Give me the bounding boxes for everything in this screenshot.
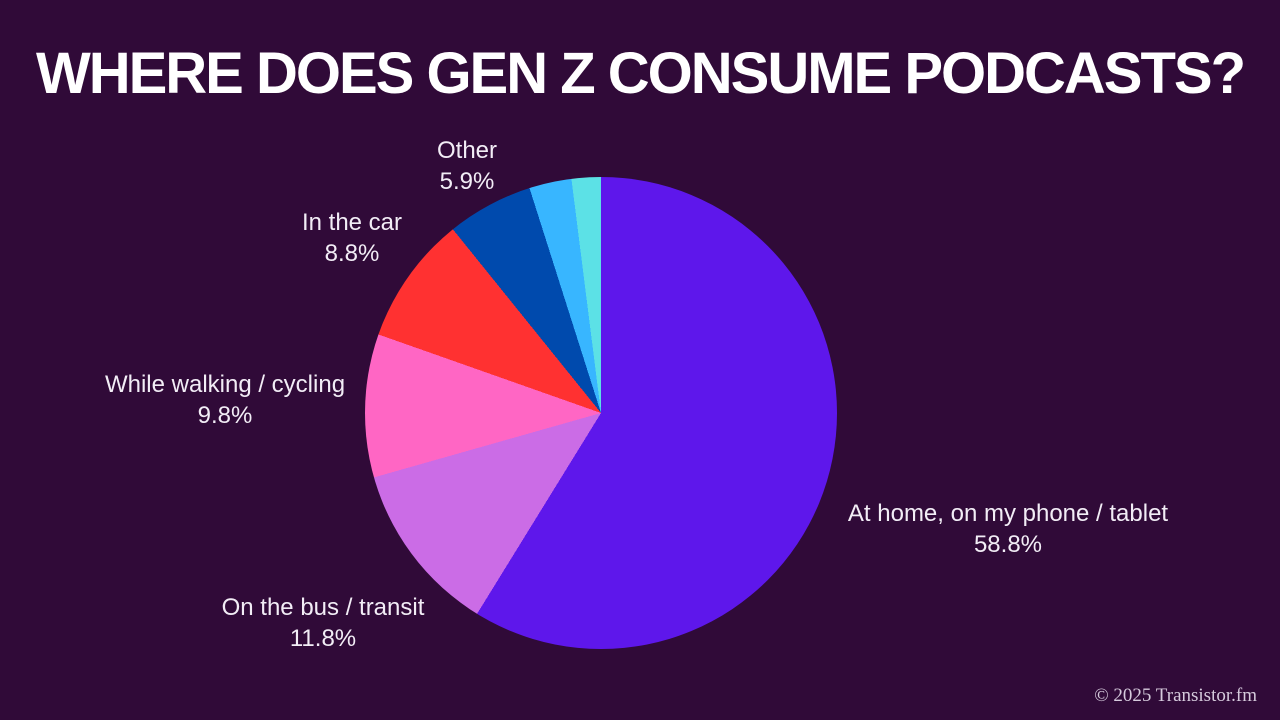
slice-label-text: At home, on my phone / tablet [847,500,1169,527]
slice-label-other: Other 5.9% [437,135,497,197]
slice-label-text: Other [436,137,498,164]
slice-label-text: On the bus / transit [221,594,425,621]
copyright-text: © 2025 Transistor.fm [1094,685,1257,706]
page-title: WHERE DOES GEN Z CONSUME PODCASTS? [35,41,1246,106]
slice-label-text: In the car [301,209,403,236]
slice-label-walking-cycling: While walking / cycling 9.8% [105,369,345,431]
slice-label-bus-transit: On the bus / transit 11.8% [222,592,425,654]
pie-chart [365,177,837,649]
slice-label-pct: 58.8% [973,531,1043,558]
slice-label-pct: 8.8% [324,240,380,267]
slice-label-in-the-car: In the car 8.8% [302,207,402,269]
slice-label-pct: 5.9% [439,168,495,195]
slice-label-pct: 9.8% [197,402,253,429]
slice-label-text: While walking / cycling [104,371,346,398]
slice-label-at-home: At home, on my phone / tablet 58.8% [848,498,1168,560]
slice-label-pct: 11.8% [289,625,357,652]
